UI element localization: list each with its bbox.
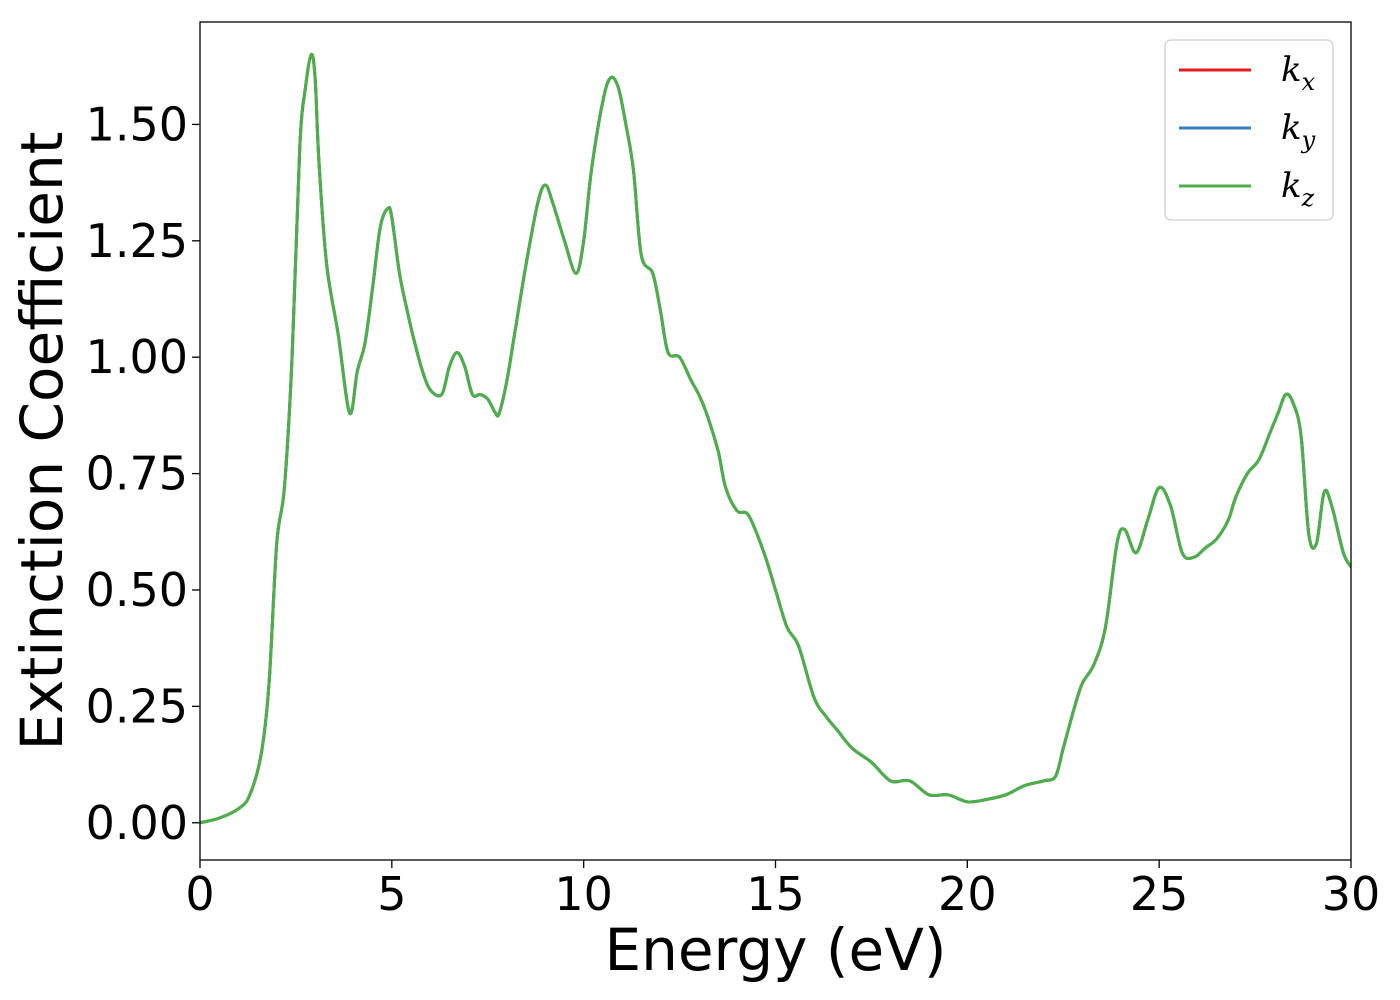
y-tick-label: 0.00 — [86, 796, 188, 850]
legend-label-kz: kz — [1281, 166, 1315, 212]
y-tick-label: 1.25 — [86, 214, 188, 268]
y-tick-label: 0.75 — [86, 447, 188, 501]
series-layer — [200, 52, 1351, 825]
x-tick-label: 10 — [554, 867, 613, 921]
legend-label-kx: kx — [1281, 50, 1316, 96]
y-tick-label: 1.50 — [86, 97, 188, 151]
legend-label-ky: ky — [1281, 108, 1316, 154]
legend: kx ky kz — [1164, 39, 1334, 221]
x-tick-label: 0 — [185, 867, 214, 921]
x-axis: 0 5 10 15 20 25 30 — [185, 860, 1380, 921]
x-tick-label: 25 — [1130, 867, 1189, 921]
x-axis-title: Energy (eV) — [604, 916, 946, 984]
x-tick-label: 5 — [377, 867, 406, 921]
x-tick-label: 15 — [746, 867, 805, 921]
series-line-k-z — [200, 52, 1351, 825]
y-tick-label: 1.00 — [86, 330, 188, 384]
x-tick-label: 30 — [1322, 867, 1381, 921]
y-axis-title: Extinction Coefficient — [8, 132, 76, 751]
y-tick-label: 0.25 — [86, 679, 188, 733]
y-tick-label: 0.50 — [86, 563, 188, 617]
x-tick-label: 20 — [938, 867, 997, 921]
legend-box — [1164, 39, 1334, 221]
y-axis: 0.00 0.25 0.50 0.75 1.00 1.25 1.50 — [86, 97, 200, 850]
